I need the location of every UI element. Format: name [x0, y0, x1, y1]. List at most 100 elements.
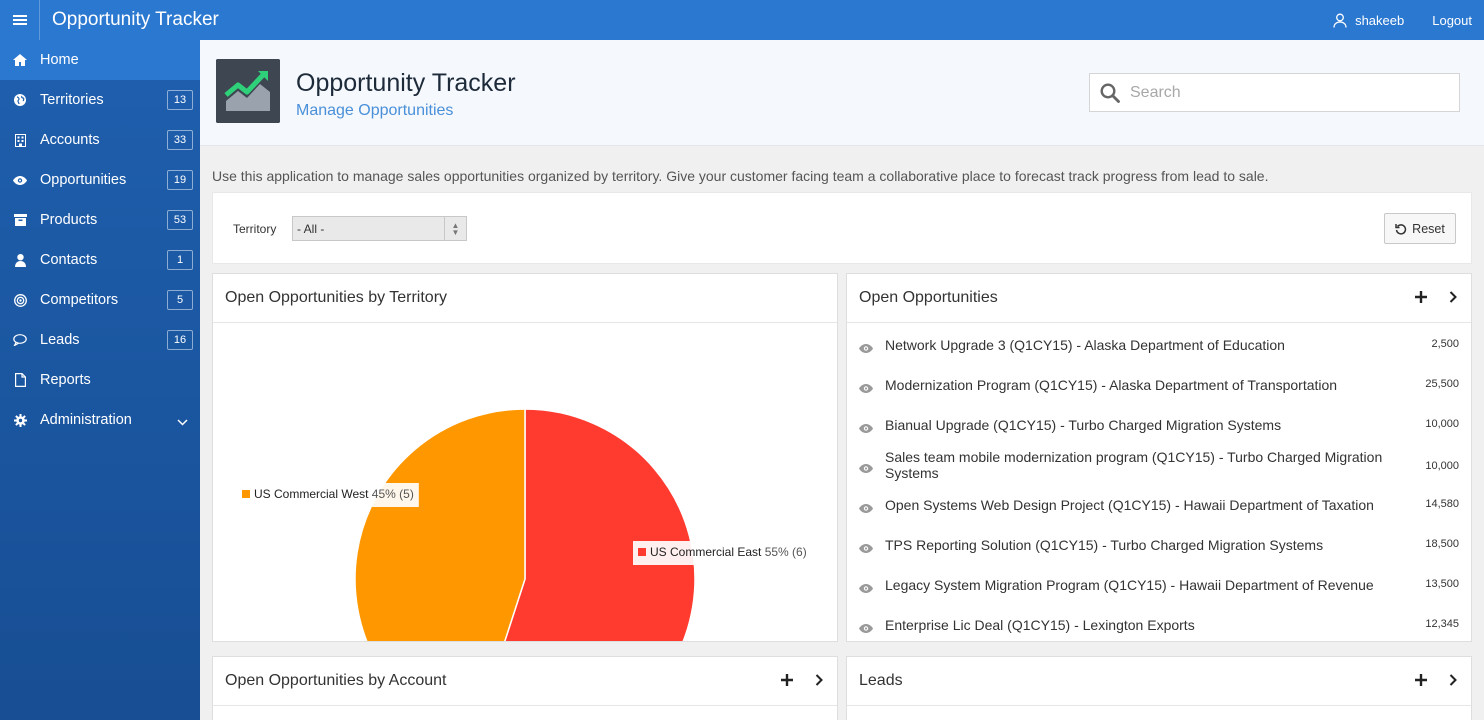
home-icon — [0, 54, 40, 66]
eye-icon — [0, 175, 40, 185]
sidebar-item-label: Administration — [40, 412, 132, 428]
eye-icon[interactable] — [859, 620, 873, 636]
sidebar-item-label: Territories — [40, 92, 104, 108]
svg-text:US Commercial East 55% (6): US Commercial East 55% (6) — [650, 545, 807, 559]
target-icon — [0, 293, 40, 307]
page-header: Opportunity Tracker Manage Opportunities — [200, 40, 1484, 146]
user-menu[interactable]: shakeeb — [1333, 13, 1404, 28]
panel-title: Open Opportunities by Territory — [213, 274, 837, 323]
reset-button[interactable]: Reset — [1384, 213, 1456, 244]
eye-icon[interactable] — [859, 380, 873, 396]
opportunity-name: Network Upgrade 3 (Q1CY15) - Alaska Depa… — [885, 337, 1285, 353]
opportunity-amount: 12,345 — [1425, 618, 1459, 630]
opportunity-amount: 13,500 — [1425, 578, 1459, 590]
opportunity-amount: 25,500 — [1425, 378, 1459, 390]
sidebar-item-label: Opportunities — [40, 172, 127, 188]
archive-box-icon — [0, 214, 40, 226]
by-account-panel: Open Opportunities by Account — [212, 656, 838, 720]
document-icon — [0, 373, 40, 387]
sidebar-item-reports[interactable]: Reports — [0, 360, 200, 400]
pie-label: US Commercial East 55% (6) — [633, 541, 812, 565]
add-icon[interactable] — [781, 673, 793, 691]
count-badge: 33 — [167, 130, 193, 150]
sidebar-item-opportunities[interactable]: Opportunities 19 — [0, 160, 200, 200]
add-icon[interactable] — [1415, 290, 1427, 308]
sidebar-item-label: Home — [40, 52, 79, 68]
sidebar-item-accounts[interactable]: Accounts 33 — [0, 120, 200, 160]
sidebar-item-label: Reports — [40, 372, 91, 388]
chevron-right-icon[interactable] — [815, 673, 823, 691]
opportunity-row[interactable]: Legacy System Migration Program (Q1CY15)… — [847, 565, 1471, 605]
username: shakeeb — [1355, 12, 1405, 28]
select-arrows-icon: ▲ ▼ — [444, 217, 466, 240]
pie-label-value: 45% (5) — [368, 487, 413, 501]
count-badge: 53 — [167, 210, 193, 230]
sidebar-item-competitors[interactable]: Competitors 5 — [0, 280, 200, 320]
open-opportunities-panel: Open Opportunities Network Upgrade 3 (Q1… — [846, 273, 1472, 642]
opportunity-amount: 14,580 — [1425, 498, 1459, 510]
globe-icon — [0, 94, 40, 106]
user-icon — [1333, 13, 1347, 28]
opportunity-row[interactable]: Enterprise Lic Deal (Q1CY15) - Lexington… — [847, 605, 1471, 645]
opportunity-amount: 2,500 — [1431, 338, 1459, 350]
eye-icon[interactable] — [859, 420, 873, 436]
count-badge: 19 — [167, 170, 193, 190]
speech-bubble-icon — [0, 334, 40, 346]
sidebar-item-contacts[interactable]: Contacts 1 — [0, 240, 200, 280]
gear-icon — [0, 413, 40, 427]
sidebar-item-home[interactable]: Home — [0, 40, 200, 80]
eye-icon[interactable] — [859, 340, 873, 356]
count-badge: 16 — [167, 330, 193, 350]
opportunity-row[interactable]: Open Systems Web Design Project (Q1CY15)… — [847, 485, 1471, 525]
opportunity-row[interactable]: Modernization Program (Q1CY15) - Alaska … — [847, 365, 1471, 405]
sidebar-item-leads[interactable]: Leads 16 — [0, 320, 200, 360]
search-input[interactable] — [1130, 83, 1440, 102]
chevron-right-icon[interactable] — [1449, 673, 1457, 691]
opportunity-amount: 10,000 — [1425, 418, 1459, 430]
sidebar-item-products[interactable]: Products 53 — [0, 200, 200, 240]
sidebar-item-label: Contacts — [40, 252, 98, 268]
opportunity-row[interactable]: TPS Reporting Solution (Q1CY15) - Turbo … — [847, 525, 1471, 565]
page-title: Opportunity Tracker — [296, 69, 516, 97]
app-logo-icon — [216, 59, 280, 123]
person-icon — [0, 253, 40, 267]
opportunity-name: Enterprise Lic Deal (Q1CY15) - Lexington… — [885, 617, 1195, 633]
add-icon[interactable] — [1415, 673, 1427, 691]
eye-icon[interactable] — [859, 500, 873, 516]
sidebar-item-administration[interactable]: Administration — [0, 400, 200, 440]
opportunities-list: Network Upgrade 3 (Q1CY15) - Alaska Depa… — [847, 323, 1471, 645]
count-badge: 1 — [167, 250, 193, 270]
sidebar-item-label: Competitors — [40, 292, 119, 308]
filter-bar: Territory - All - ▲ ▼ Reset — [212, 192, 1472, 264]
territory-select[interactable]: - All - ▲ ▼ — [292, 216, 467, 241]
panel-title: Open Opportunities — [859, 289, 998, 306]
sidebar-item-label: Products — [40, 212, 98, 228]
opportunity-amount: 18,500 — [1425, 538, 1459, 550]
app-title[interactable]: Opportunity Tracker — [52, 9, 219, 30]
search-box[interactable] — [1089, 73, 1460, 112]
chevron-right-icon[interactable] — [1449, 290, 1457, 308]
opportunity-row[interactable]: Sales team mobile modernization program … — [847, 445, 1471, 485]
eye-icon[interactable] — [859, 540, 873, 556]
sidebar-item-territories[interactable]: Territories 13 — [0, 80, 200, 120]
top-bar: Opportunity Tracker shakeeb Logout — [0, 0, 1484, 40]
svg-text:US Commercial West 45% (5): US Commercial West 45% (5) — [254, 487, 414, 501]
eye-icon[interactable] — [859, 580, 873, 596]
eye-icon[interactable] — [859, 460, 873, 476]
panel-title: Open Opportunities by Account — [225, 672, 447, 689]
pie-slice[interactable] — [354, 408, 526, 720]
intro-text: Use this application to manage sales opp… — [212, 168, 1269, 184]
opportunity-row[interactable]: Bianual Upgrade (Q1CY15) - Turbo Charged… — [847, 405, 1471, 445]
building-icon — [0, 133, 40, 147]
page-subtitle: Manage Opportunities — [296, 102, 454, 119]
search-icon — [1090, 82, 1130, 103]
opportunity-name: Open Systems Web Design Project (Q1CY15)… — [885, 497, 1374, 513]
logout-link[interactable]: Logout — [1432, 12, 1472, 28]
opportunity-name: Sales team mobile modernization program … — [885, 449, 1383, 481]
sidebar-item-label: Leads — [40, 332, 80, 348]
reset-icon — [1395, 223, 1407, 235]
pie-label-name: US Commercial East — [650, 545, 762, 559]
opportunity-row[interactable]: Network Upgrade 3 (Q1CY15) - Alaska Depa… — [847, 325, 1471, 365]
menu-toggle-button[interactable] — [0, 0, 40, 40]
opportunity-amount: 10,000 — [1425, 460, 1459, 472]
